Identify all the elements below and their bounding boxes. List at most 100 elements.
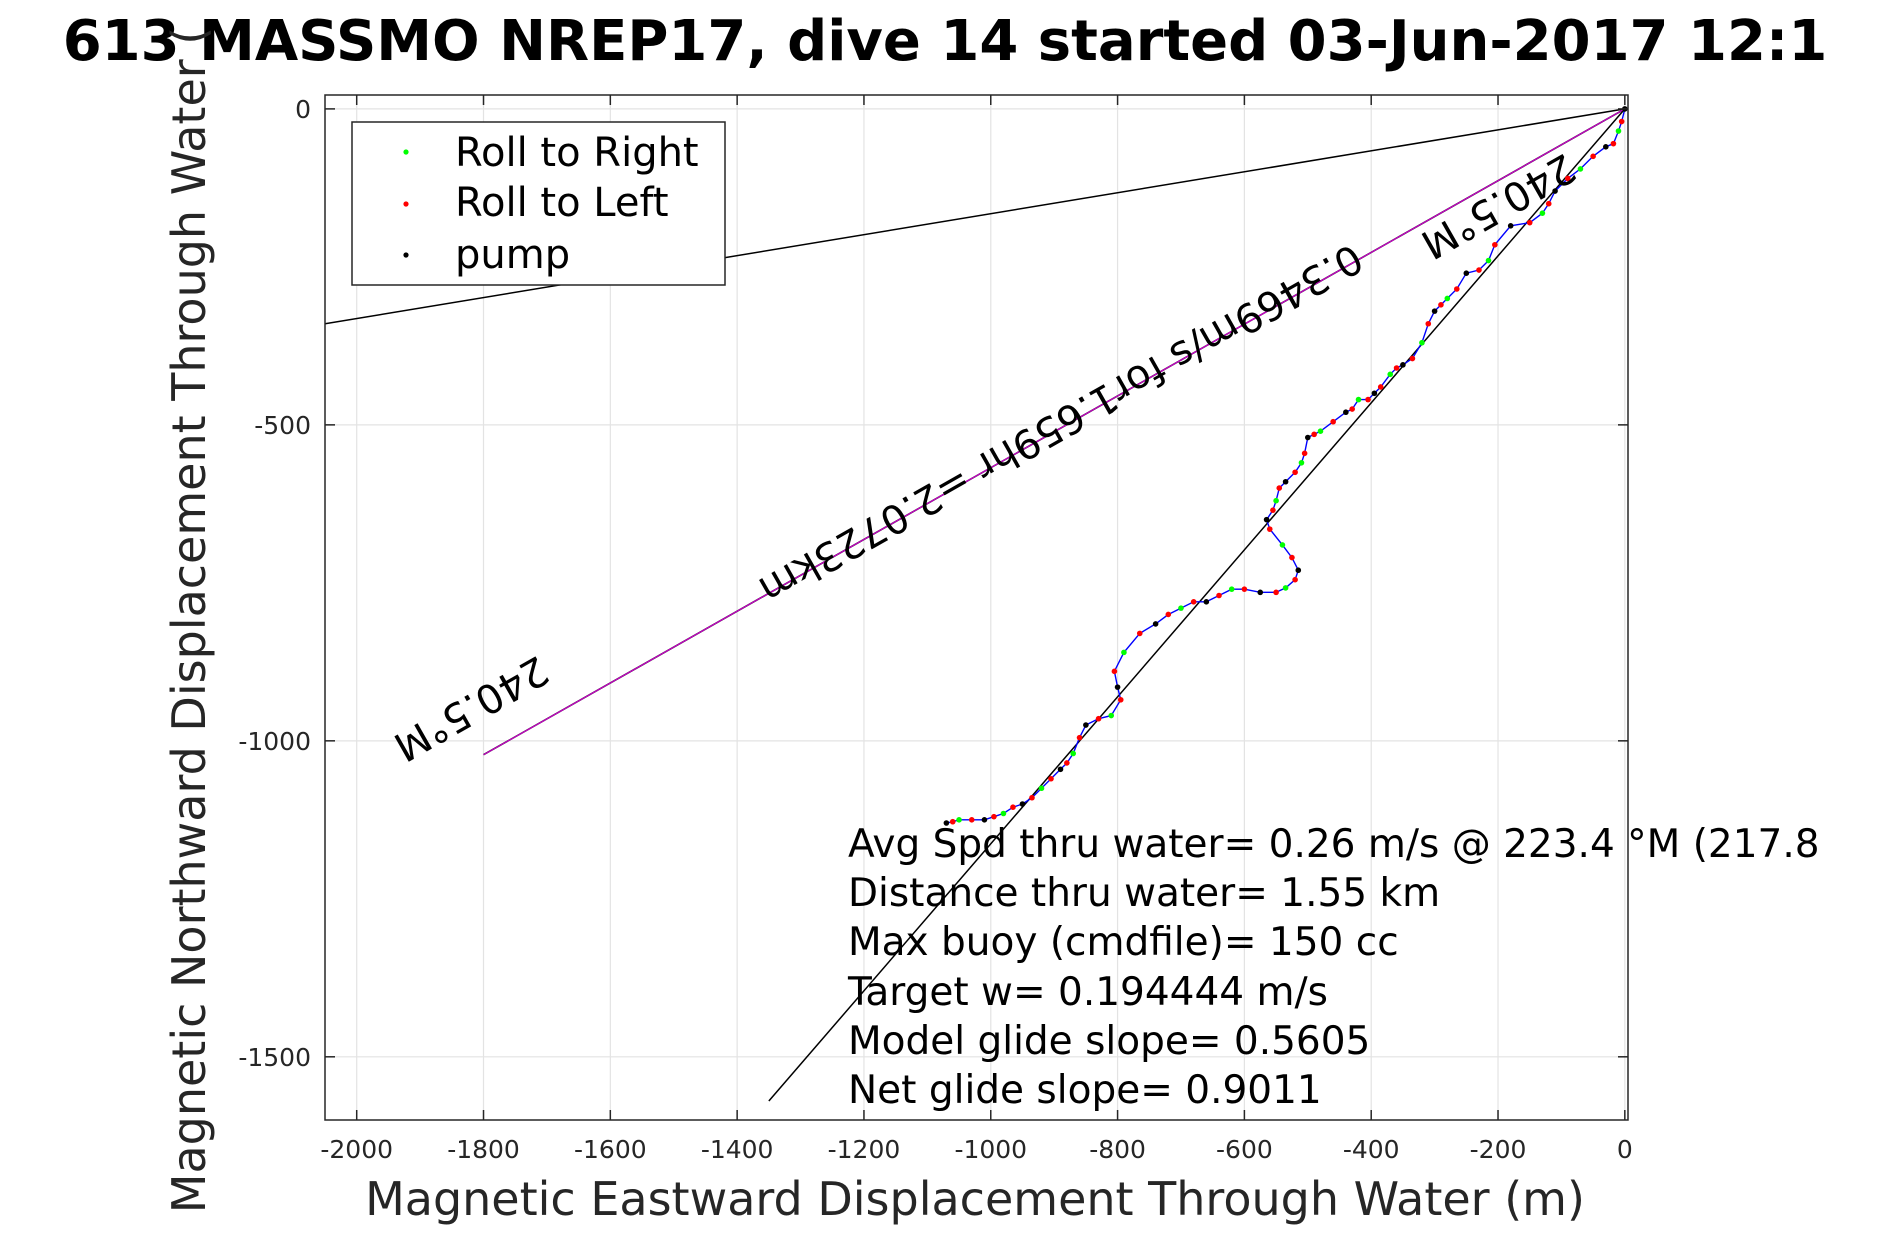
x-tick-label: -1600 (574, 1135, 647, 1164)
legend-marker-roll-right (403, 149, 409, 155)
pump-marker (1257, 589, 1264, 596)
x-axis-ticks: -2000 -1800 -1600 -1400 -1200 -1000 -800 -600 -4… (320, 95, 1633, 1164)
roll-right-marker (1070, 750, 1076, 757)
roll-right-marker (1355, 396, 1362, 403)
pump-marker (1295, 567, 1302, 574)
roll-left-marker (1330, 418, 1336, 425)
roll-left-marker (1136, 630, 1143, 637)
legend-marker-roll-left (403, 201, 409, 207)
roll-right-marker (1444, 295, 1451, 302)
pump-marker (1203, 599, 1210, 605)
chart-title: 613 MASSMO NREP17, dive 14 started 03-Ju… (63, 9, 1828, 74)
roll-left-marker (1292, 576, 1298, 583)
roll-left-marker (1117, 696, 1124, 703)
y-tick-label: -500 (254, 411, 311, 440)
x-tick-label: -1200 (828, 1135, 901, 1164)
roll-left-marker (1095, 715, 1102, 722)
pump-marker (1552, 188, 1558, 194)
roll-right-marker (1419, 339, 1425, 346)
pump-marker (1263, 516, 1270, 523)
stat-target-w: Target w= 0.194444 m/s (847, 970, 1328, 1015)
roll-left-marker (1492, 241, 1498, 248)
y-tick-label: 0 (295, 95, 311, 124)
y-tick-label: -1000 (238, 727, 311, 756)
pump-marker (1343, 409, 1349, 416)
roll-right-marker (1298, 459, 1305, 466)
pump-marker (1304, 434, 1311, 441)
roll-left-marker (1266, 526, 1273, 532)
roll-left-marker (1526, 219, 1533, 226)
pump-marker (1057, 766, 1064, 773)
roll-left-marker (1276, 485, 1283, 491)
reference-line-south (768, 108, 1626, 1102)
roll-left-marker (1048, 775, 1054, 782)
roll-left-marker (1349, 406, 1355, 412)
legend-marker-pump (403, 252, 409, 258)
stat-distance: Distance thru water= 1.55 km (848, 871, 1440, 916)
pump-marker (943, 820, 950, 826)
y-grid (325, 108, 1628, 1058)
legend-box (351, 121, 726, 286)
x-tick-label: -1800 (447, 1135, 520, 1164)
heading-annotation: 0.3469m/s for1.659hr =2.0723km (751, 234, 1370, 613)
roll-left-marker (949, 818, 956, 825)
roll-left-marker (1064, 760, 1070, 766)
roll-right-marker (1539, 210, 1546, 216)
plot-frame (324, 94, 1629, 1121)
legend-label-roll-right: Roll to Right (455, 130, 699, 176)
roll-right-marker (1000, 810, 1007, 817)
stat-avg-speed: Avg Spd thru water= 0.26 m/s @ 223.4 °M … (848, 822, 1820, 867)
x-axis-label: Magnetic Eastward Displacement Through W… (365, 1172, 1585, 1226)
pump-marker (1507, 223, 1514, 229)
roll-left-marker (1618, 118, 1625, 125)
roll-right-markers (956, 128, 1622, 823)
roll-left-marker (1029, 794, 1035, 801)
roll-right-marker (1387, 371, 1394, 378)
legend: Roll to Right Roll to Left pump (351, 121, 726, 286)
roll-right-marker (1178, 605, 1184, 611)
pump-marker (1282, 478, 1289, 485)
legend-label-pump: pump (455, 232, 570, 278)
roll-left-marker (991, 813, 997, 820)
pump-marker (981, 817, 988, 823)
dive-statistics: Avg Spd thru water= 0.26 m/s @ 223.4 °M … (847, 822, 1820, 1113)
roll-left-marker (1289, 554, 1295, 561)
y-axis-label: Magnetic Northward Displacement Through … (162, 27, 216, 1213)
roll-right-marker (1615, 128, 1622, 134)
pump-marker (1019, 801, 1026, 807)
x-tick-label: -800 (1089, 1135, 1146, 1164)
roll-left-marker (1377, 384, 1384, 390)
pump-marker (1114, 684, 1121, 690)
roll-left-marker (1010, 804, 1016, 810)
roll-right-marker (956, 817, 962, 823)
pump-markers (943, 106, 1628, 826)
roll-left-marker (1273, 589, 1279, 596)
roll-left-marker (1241, 586, 1248, 592)
x-tick-label: -200 (1470, 1135, 1527, 1164)
roll-left-marker (1365, 396, 1371, 403)
roll-left-marker (1111, 668, 1118, 675)
pump-marker (1083, 722, 1089, 728)
roll-right-marker (1108, 712, 1115, 719)
roll-left-marker (1190, 599, 1197, 605)
roll-left-marker (1425, 320, 1432, 327)
roll-left-marker (1076, 734, 1083, 741)
x-tick-label: -1400 (701, 1135, 774, 1164)
roll-right-marker (1279, 542, 1286, 548)
x-tick-label: -1000 (954, 1135, 1027, 1164)
roll-left-marker (1409, 355, 1416, 362)
pump-marker (1371, 390, 1378, 397)
roll-left-marker (968, 817, 975, 823)
roll-left-markers (949, 118, 1625, 825)
roll-left-marker (1590, 153, 1596, 160)
pump-marker (1463, 270, 1470, 277)
roll-left-marker (1454, 286, 1460, 292)
legend-label-roll-left: Roll to Left (455, 180, 669, 226)
stat-net-glide-slope: Net glide slope= 0.9011 (848, 1068, 1322, 1113)
roll-left-marker (1292, 469, 1298, 476)
pump-marker (1152, 621, 1159, 627)
roll-left-marker (1476, 267, 1482, 273)
heading-annotation: 240.5°M (386, 646, 556, 769)
roll-left-marker (1311, 431, 1317, 438)
